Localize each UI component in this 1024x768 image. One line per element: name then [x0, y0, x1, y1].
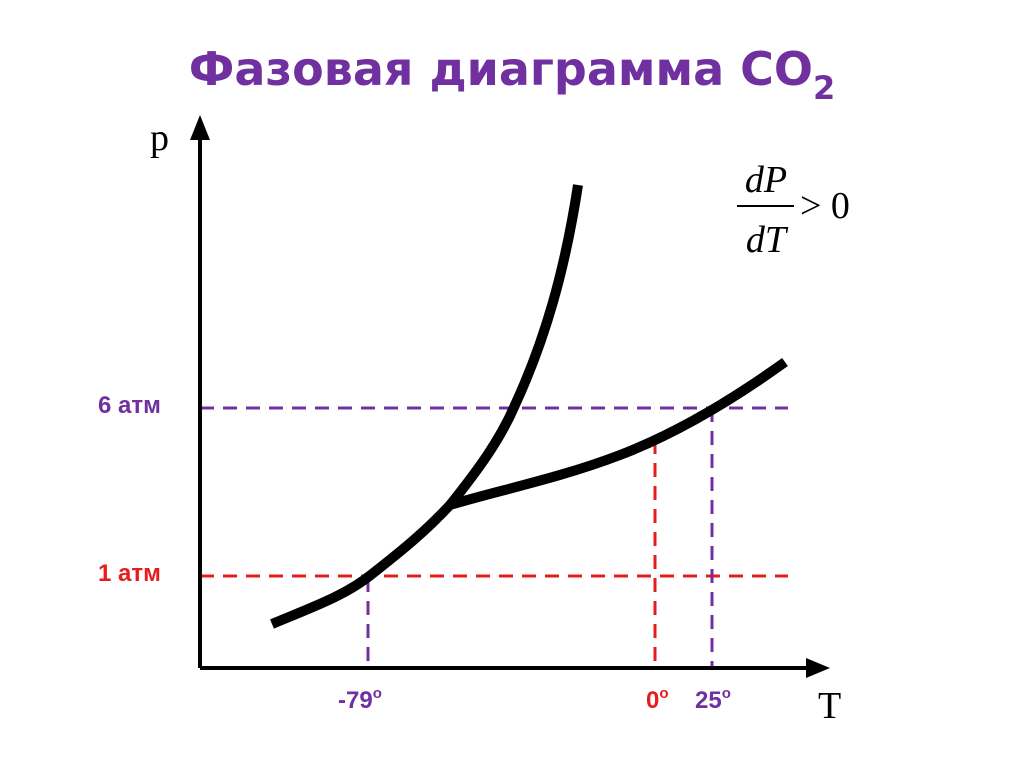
temp-text: -79 — [338, 687, 373, 714]
temperature-label: 25o — [695, 685, 731, 714]
temp-text: 25 — [695, 687, 722, 714]
guides — [200, 406, 788, 668]
formula-relation: > 0 — [800, 185, 850, 227]
melting-curve — [446, 184, 583, 509]
temperature-label: 0o — [646, 685, 669, 714]
axes — [198, 135, 812, 670]
y-axis-label: p — [150, 117, 169, 159]
temp-sup: o — [373, 685, 382, 702]
title-subscript: 2 — [813, 69, 835, 107]
temp-sup: o — [722, 685, 731, 702]
formula-numerator: dP — [745, 159, 787, 201]
temp-sup: o — [659, 685, 668, 702]
sublimation-curve — [270, 501, 454, 629]
title: Фазовая диаграмма CO2 — [189, 42, 836, 107]
formula-denominator: dT — [746, 219, 789, 261]
temperature-label: -79o — [338, 685, 382, 714]
title-text: Фазовая диаграмма CO — [189, 42, 813, 96]
curves — [270, 184, 788, 629]
x-axis-label: T — [818, 685, 841, 727]
pressure-label: 6 атм — [98, 392, 161, 419]
temp-text: 0 — [646, 687, 659, 714]
vaporization-curve — [448, 357, 788, 510]
y-arrow — [190, 115, 210, 140]
pressure-label: 1 атм — [98, 560, 161, 587]
x-arrow — [806, 658, 830, 678]
